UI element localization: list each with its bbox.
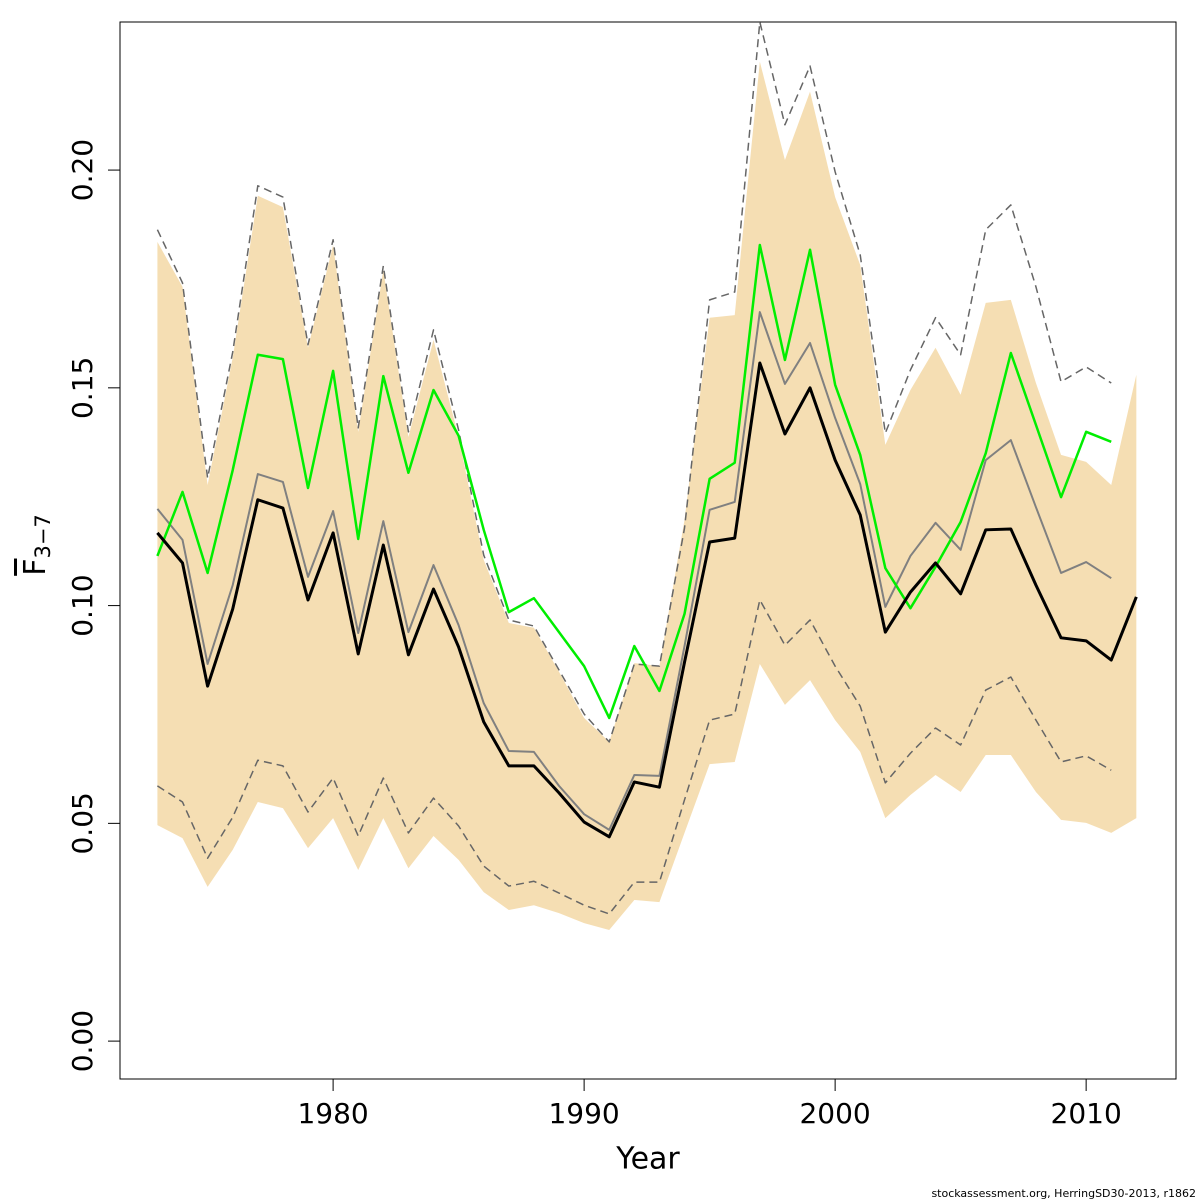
x-tick-label: 1990 <box>548 1097 619 1130</box>
series-line <box>156 361 1138 839</box>
y-tick-label: 0.05 <box>66 792 99 854</box>
confidence-band <box>157 61 1137 931</box>
y-axis-label: F3−7 <box>18 514 56 576</box>
x-axis-label: Year <box>615 1142 680 1177</box>
y-axis-label-main: F <box>18 559 53 576</box>
y-tick-label: 0.15 <box>66 357 99 419</box>
x-tick-label: 1980 <box>297 1097 368 1130</box>
series-line <box>156 243 1112 720</box>
x-tick-label: 2000 <box>799 1097 870 1130</box>
plot-frame <box>119 21 1177 1080</box>
y-tick-label: 0.10 <box>66 574 99 636</box>
series-line <box>156 311 1112 831</box>
y-axis-label-sub: 3−7 <box>31 514 55 558</box>
y-tick-label: 0.20 <box>66 139 99 201</box>
y-tick-label: 0.00 <box>66 1010 99 1072</box>
footer: stockassessment.org, HerringSD30-2013, r… <box>931 1187 1196 1200</box>
x-tick-label: 2010 <box>1051 1097 1122 1130</box>
